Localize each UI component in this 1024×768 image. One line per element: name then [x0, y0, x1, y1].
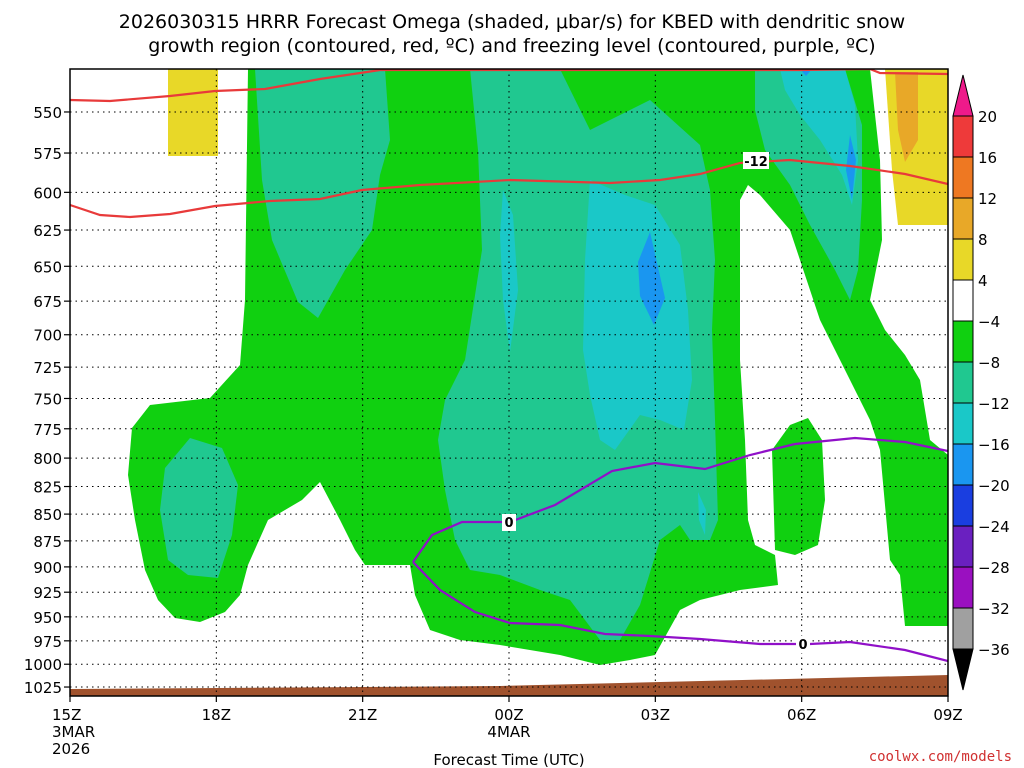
freezing-label-backdrop [796, 636, 810, 653]
freezing-contour-label: 0 [504, 516, 513, 531]
freezing-contour-line [412, 436, 948, 563]
y-tick-label: 700 [33, 327, 62, 345]
y-tick-label: 600 [33, 184, 62, 202]
y-tick-label: 625 [33, 222, 62, 240]
colorbar-segment [952, 443, 974, 486]
y-axis: 550 575 600 625 650 675 700 725 750 775 800 825 850 8… [24, 104, 70, 697]
colorbar-segment [952, 320, 974, 363]
x-axis-label: Forecast Time (UTC) [433, 751, 584, 768]
x-tick-label: 21Z [348, 706, 377, 724]
colorbar-label: −36 [978, 641, 1010, 659]
y-tick-label: 675 [33, 293, 62, 311]
colorbar-label: −24 [978, 518, 1010, 536]
colorbar-segment [952, 648, 974, 691]
omega-negative-region [846, 135, 856, 200]
colorbar-label: 20 [978, 108, 997, 126]
y-tick-label: 575 [33, 145, 62, 163]
colorbar-segment [952, 607, 974, 650]
colorbar-segment [952, 156, 974, 199]
y-tick-label: 975 [33, 633, 62, 651]
colorbar-segment [952, 402, 974, 445]
colorbar: 20 16 12 8 4 −4 −8 −12 −16 −20 −24 −28 −32 −36 [952, 74, 1010, 691]
x-tick-year-label: 2026 [52, 740, 90, 758]
colorbar-label: −8 [978, 354, 1000, 372]
colorbar-label: 16 [978, 149, 997, 167]
contours: -12 0 0 [70, 69, 948, 663]
omega-negative-region [638, 232, 665, 325]
y-tick-label: 725 [33, 359, 62, 377]
y-tick-label: 875 [33, 533, 62, 551]
colorbar-label: −28 [978, 559, 1010, 577]
colorbar-segment [952, 566, 974, 609]
grid-lines [70, 69, 948, 696]
omega-negative-region [698, 492, 706, 535]
omega-negative-region [780, 69, 858, 205]
y-tick-label: 825 [33, 479, 62, 497]
y-tick-label: 925 [33, 584, 62, 602]
terrain-surface [70, 675, 948, 696]
omega-negative-region [255, 69, 390, 318]
omega-negative-region [583, 180, 692, 450]
x-tick-date-label: 3MAR [52, 723, 95, 741]
y-tick-label: 550 [33, 104, 62, 122]
y-tick-label: 900 [33, 559, 62, 577]
y-tick-label: 750 [33, 390, 62, 408]
dgz-contour-label: -12 [744, 155, 768, 170]
y-tick-label: 850 [33, 506, 62, 524]
x-tick-label: 15Z [52, 706, 81, 724]
colorbar-label: 4 [978, 272, 988, 290]
x-tick-label: 18Z [202, 706, 231, 724]
colorbar-segment [952, 525, 974, 568]
x-tick-label: 09Z [933, 706, 962, 724]
colorbar-label: 8 [978, 231, 988, 249]
y-tick-label: 1025 [24, 679, 62, 697]
omega-positive-region [168, 69, 218, 156]
colorbar-label: −32 [978, 600, 1010, 618]
x-tick-label: 03Z [641, 706, 670, 724]
colorbar-segment [952, 361, 974, 404]
freezing-label-backdrop [502, 514, 516, 531]
colorbar-segment [952, 197, 974, 240]
colorbar-label: −12 [978, 395, 1010, 413]
colorbar-segment [952, 279, 974, 322]
colorbar-label: −20 [978, 477, 1010, 495]
omega-negative-region [160, 438, 238, 578]
colorbar-label: 12 [978, 190, 997, 208]
colorbar-segment [952, 115, 974, 158]
colorbar-label: −4 [978, 313, 1000, 331]
colorbar-segment [952, 74, 974, 117]
y-tick-label: 775 [33, 421, 62, 439]
x-tick-label: 00Z [494, 706, 523, 724]
omega-negative-region [772, 418, 825, 555]
footer-credit: coolwx.com/models [869, 749, 1012, 765]
chart-title-line2: growth region (contoured, red, ºC) and f… [148, 35, 875, 57]
colorbar-label: −16 [978, 436, 1010, 454]
x-tick-date-label: 4MAR [487, 723, 530, 741]
dgz-contour-line [70, 158, 948, 219]
freezing-contour-label: 0 [798, 638, 807, 653]
dgz-label-backdrop [743, 152, 769, 169]
colorbar-segment [952, 238, 974, 281]
y-tick-label: 950 [33, 609, 62, 627]
freezing-contour-line [412, 561, 948, 663]
omega-positive-region [895, 72, 918, 162]
chart-title-line1: 2026030315 HRRR Forecast Omega (shaded, … [119, 11, 905, 33]
y-tick-label: 1000 [24, 656, 62, 674]
colorbar-segment [952, 484, 974, 527]
x-tick-label: 06Z [787, 706, 816, 724]
y-tick-label: 650 [33, 258, 62, 276]
y-tick-label: 800 [33, 450, 62, 468]
